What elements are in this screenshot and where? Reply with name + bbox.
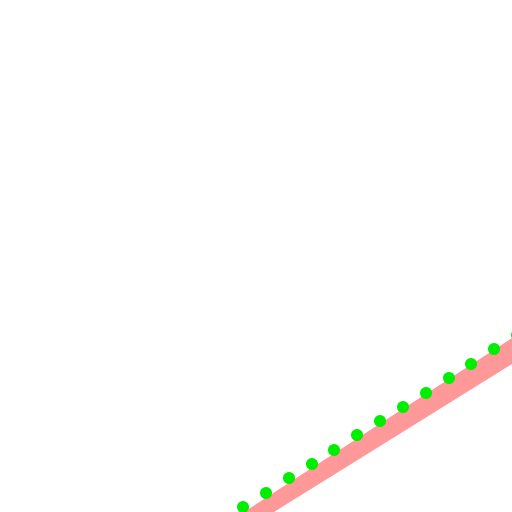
dot bbox=[351, 429, 363, 441]
dot bbox=[443, 372, 455, 384]
dot bbox=[465, 358, 477, 370]
dot bbox=[488, 343, 500, 355]
dot bbox=[328, 444, 340, 456]
dot bbox=[237, 501, 249, 512]
dot bbox=[306, 458, 318, 470]
dot bbox=[420, 387, 432, 399]
dot bbox=[260, 487, 272, 499]
dot bbox=[374, 415, 386, 427]
dot bbox=[283, 472, 295, 484]
dot-row bbox=[237, 331, 512, 512]
dot bbox=[397, 401, 409, 413]
